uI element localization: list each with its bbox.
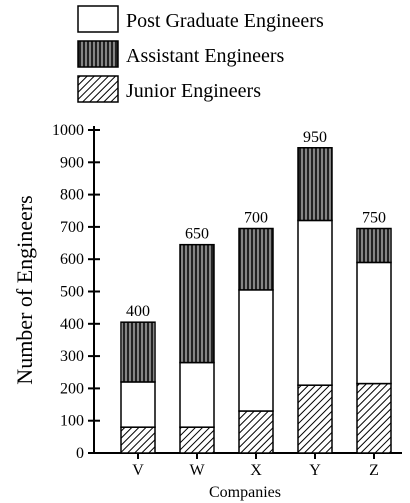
y-tick-label: 700: [60, 219, 84, 236]
bar-segment-junior-engineers: [120, 426, 156, 454]
bar-segment-junior-engineers: [238, 410, 274, 454]
bar-segment-assistant-engineers: [297, 147, 333, 222]
total-label: 700: [244, 210, 268, 227]
y-tick-label: 500: [60, 284, 84, 301]
bar-segment-post-graduate-engineers: [297, 219, 333, 386]
bar-segment-junior-engineers: [297, 384, 333, 454]
y-tick-label: 1000: [52, 122, 84, 139]
bar-segment-junior-engineers: [179, 426, 215, 454]
bar-segment-assistant-engineers: [238, 227, 274, 291]
bar-segment-assistant-engineers: [179, 243, 215, 364]
bar-segment-post-graduate-engineers: [179, 361, 215, 428]
x-tick-label: Y: [309, 462, 321, 479]
y-tick-label: 600: [60, 251, 84, 268]
bar-segment-assistant-engineers: [120, 321, 156, 383]
x-tick-label: W: [189, 462, 205, 479]
legend-label-assistant-engineers: Assistant Engineers: [126, 45, 285, 67]
y-tick-label: 200: [60, 380, 84, 397]
legend-swatch-post-graduate-engineers: [77, 5, 119, 33]
y-tick-label: 400: [60, 316, 84, 333]
legend-swatch-junior-engineers: [77, 75, 119, 103]
y-tick-label: 300: [60, 348, 84, 365]
y-tick-label: 800: [60, 187, 84, 204]
legend-swatch-assistant-engineers: [77, 40, 119, 68]
total-label: 750: [362, 210, 386, 227]
bar-segment-post-graduate-engineers: [238, 289, 274, 412]
bars: [120, 147, 392, 454]
total-label: 400: [126, 303, 150, 320]
y-tick-label: 100: [60, 413, 84, 430]
y-tick-label: 0: [76, 445, 84, 462]
bar-segment-post-graduate-engineers: [120, 381, 156, 428]
bar-segment-assistant-engineers: [356, 227, 392, 264]
x-tick-label: Z: [369, 462, 379, 479]
y-axis-label: Number of Engineers: [12, 195, 37, 384]
legend-label-post-graduate-engineers: Post Graduate Engineers: [126, 10, 324, 32]
axes: 0 100 200 300 400 500 600 700 800 900 1000 V W X Y Z: [52, 122, 402, 479]
y-tick-label: 900: [60, 154, 84, 171]
bar-segment-post-graduate-engineers: [356, 261, 392, 385]
legend-label-junior-engineers: Junior Engineers: [126, 80, 261, 102]
labels: 400 650 700 950 750: [126, 129, 386, 320]
bar-segment-junior-engineers: [356, 382, 392, 454]
x-tick-label: V: [132, 462, 144, 479]
x-axis-label: Companies: [209, 484, 281, 501]
x-tick-label: X: [250, 462, 262, 479]
total-label: 950: [303, 129, 327, 146]
legend: Post Graduate Engineers Assistant Enginee…: [77, 5, 324, 103]
total-label: 650: [185, 226, 209, 243]
